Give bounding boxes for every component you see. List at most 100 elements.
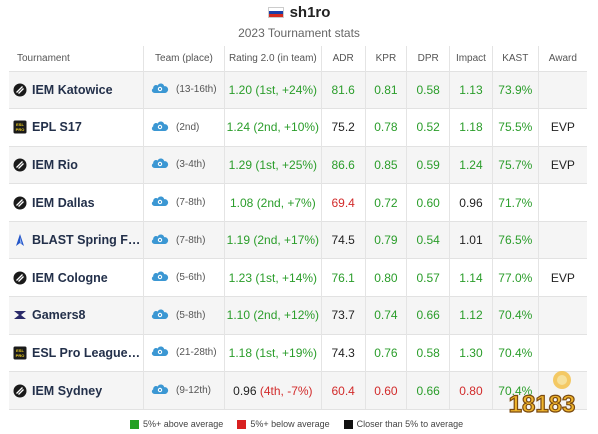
tournament-name[interactable]: IEM Dallas <box>32 195 95 210</box>
tournament-name[interactable]: BLAST Spring Final <box>32 233 143 248</box>
cell-dpr: 0.60 <box>406 183 450 222</box>
table-row[interactable]: IEM Katowice (13-16th) 1.20 (1st, +24%) 81.… <box>9 70 587 109</box>
cell-tournament[interactable]: Gamers8 <box>9 296 144 335</box>
cell-award <box>537 220 587 259</box>
blast-logo-icon <box>13 233 27 247</box>
cell-team[interactable]: (3-4th) <box>143 145 225 184</box>
cell-tournament[interactable]: IEM Rio <box>9 145 144 184</box>
table-row[interactable]: IEM Rio (3-4th) 1.29 (1st, +25%) 86.6 0.85 0.… <box>9 145 587 184</box>
col-header-kast[interactable]: KAST <box>491 46 539 71</box>
table-row[interactable]: BLAST Spring Final (7-8th) 1.19 (2nd, +17%… <box>9 220 587 259</box>
legend-label: 5%+ above average <box>143 419 224 429</box>
svg-text:ESL: ESL <box>16 348 24 353</box>
cell-tournament[interactable]: IEM Cologne <box>9 258 144 297</box>
cell-kpr: 0.76 <box>364 333 407 372</box>
tournament-link[interactable]: IEM Katowice <box>13 83 143 97</box>
svg-text:PRO: PRO <box>16 127 25 132</box>
cell-rating: 1.19 (2nd, +17%) <box>223 220 322 259</box>
cell-team[interactable]: (9-12th) <box>143 371 225 410</box>
cell-adr: 60.4 <box>320 371 366 410</box>
cloud9-logo-icon[interactable] <box>150 194 170 211</box>
col-header-tournament[interactable]: Tournament <box>17 52 70 64</box>
cloud9-logo-icon[interactable] <box>150 307 170 324</box>
rating-value: 1.24 <box>226 120 250 135</box>
rating-detail: (1st, +25%) <box>255 157 318 172</box>
col-header-adr[interactable]: ADR <box>320 46 366 71</box>
col-header-kpr[interactable]: KPR <box>364 46 407 71</box>
cell-impact: 1.24 <box>449 145 493 184</box>
tournament-link[interactable]: IEM Sydney <box>13 384 143 398</box>
tournament-name[interactable]: IEM Sydney <box>32 383 103 398</box>
svg-text:ESL: ESL <box>16 122 24 127</box>
cell-tournament[interactable]: IEM Katowice <box>9 70 144 109</box>
col-header-team[interactable]: Team (place) <box>143 46 225 71</box>
table-row[interactable]: Gamers8 (5-8th) 1.10 (2nd, +12%) 73.7 0.74 0.… <box>9 296 587 335</box>
tournament-name[interactable]: IEM Katowice <box>32 82 113 97</box>
cell-impact: 1.13 <box>449 70 493 109</box>
tournament-link[interactable]: ESL PRO EPL S17 <box>13 120 143 134</box>
tournament-name[interactable]: IEM Rio <box>32 157 78 172</box>
tournament-name[interactable]: IEM Cologne <box>32 270 108 285</box>
cell-team[interactable]: (7-8th) <box>143 220 225 259</box>
russia-flag-icon <box>267 6 284 18</box>
iem-logo-icon <box>13 83 27 97</box>
cell-tournament[interactable]: BLAST Spring Final <box>9 220 144 259</box>
rating-detail: (4th, -7%) <box>259 383 313 398</box>
cloud9-logo-icon[interactable] <box>150 232 170 249</box>
col-header-rating[interactable]: Rating 2.0 (in team) <box>223 46 322 71</box>
tournament-name[interactable]: EPL S17 <box>32 120 82 135</box>
cell-kast: 70.4% <box>491 296 539 335</box>
tournament-name[interactable]: Gamers8 <box>32 308 86 323</box>
table-row[interactable]: IEM Cologne (5-6th) 1.23 (1st, +14%) 76.1 0.… <box>9 258 587 297</box>
legend-swatch <box>237 419 247 429</box>
cloud9-logo-icon[interactable] <box>150 382 170 399</box>
cell-kast: 70.4% <box>491 371 539 410</box>
cell-adr: 74.3 <box>320 333 366 372</box>
legend-swatch <box>130 419 139 429</box>
gamers8-logo-icon <box>13 308 27 322</box>
cell-kpr: 0.85 <box>364 145 407 184</box>
cell-impact: 1.14 <box>449 258 493 297</box>
legend-item-below: 5%+ below average <box>237 419 330 429</box>
rating-value: 1.18 <box>228 345 253 360</box>
tournament-link[interactable]: Gamers8 <box>13 308 143 322</box>
iem-logo-icon <box>13 196 27 210</box>
table-row[interactable]: ESL PRO EPL S17 (2nd) 1.24 (2nd, +10%) 75.2 0.… <box>9 108 587 147</box>
col-header-impact[interactable]: Impact <box>449 46 493 71</box>
col-header-dpr[interactable]: DPR <box>406 46 450 71</box>
tournament-link[interactable]: IEM Cologne <box>13 271 143 285</box>
tournament-name[interactable]: ESL Pro League Season 18 <box>32 345 143 360</box>
cloud9-logo-icon[interactable] <box>150 269 170 286</box>
cloud9-logo-icon[interactable] <box>150 81 170 98</box>
cloud9-logo-icon[interactable] <box>150 344 170 361</box>
cell-tournament[interactable]: ESL PRO EPL S17 <box>9 108 144 147</box>
cell-rating: 1.10 (2nd, +12%) <box>223 296 322 335</box>
tournament-link[interactable]: BLAST Spring Final <box>13 233 143 247</box>
rating-value: 1.19 <box>226 233 250 248</box>
cloud9-logo-icon[interactable] <box>150 156 170 173</box>
cell-team[interactable]: (2nd) <box>143 108 225 147</box>
cell-impact: 0.80 <box>449 371 493 410</box>
col-header-award[interactable]: Award <box>537 46 587 71</box>
tournament-link[interactable]: IEM Dallas <box>13 196 143 210</box>
tournament-link[interactable]: IEM Rio <box>13 158 143 172</box>
cloud9-logo-icon[interactable] <box>150 119 170 136</box>
rating-detail: (2nd, +17%) <box>253 233 320 248</box>
cell-rating: 1.23 (1st, +14%) <box>223 258 322 297</box>
cell-rating: 1.20 (1st, +24%) <box>223 70 322 109</box>
iem-logo-icon <box>13 158 27 172</box>
cell-team[interactable]: (21-28th) <box>143 333 225 372</box>
cell-rating: 1.29 (1st, +25%) <box>223 145 322 184</box>
table-row[interactable]: IEM Dallas (7-8th) 1.08 (2nd, +7%) 69.4 0.72… <box>9 183 587 222</box>
cell-team[interactable]: (13-16th) <box>143 70 225 109</box>
cell-team[interactable]: (5-8th) <box>143 296 225 335</box>
cell-tournament[interactable]: IEM Sydney <box>9 371 144 410</box>
iem-logo-icon <box>13 271 27 285</box>
cell-team[interactable]: (7-8th) <box>143 183 225 222</box>
cell-tournament[interactable]: IEM Dallas <box>9 183 144 222</box>
cell-team[interactable]: (5-6th) <box>143 258 225 297</box>
cell-rating: 1.24 (2nd, +10%) <box>223 108 322 147</box>
